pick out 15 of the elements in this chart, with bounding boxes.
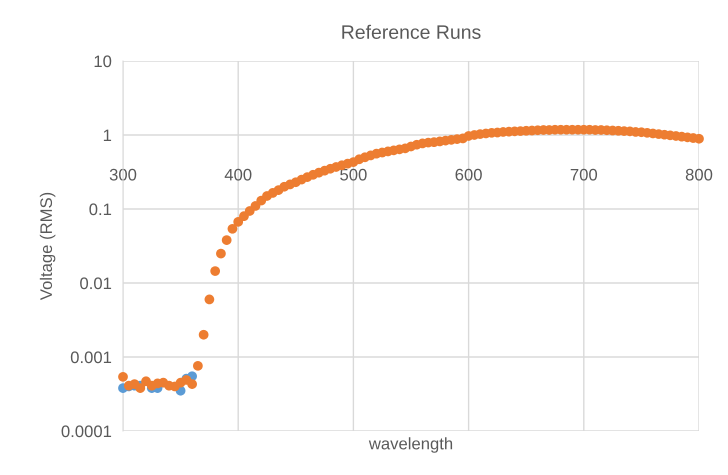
y-tick-label: 10 xyxy=(94,55,112,68)
y-tick-label: 1 xyxy=(104,130,112,142)
chart-title: Reference Runs xyxy=(342,24,481,39)
y-tick-label: 0.1 xyxy=(89,203,112,216)
y-tick-label: 0.0001 xyxy=(62,425,112,438)
x-tick-label: 500 xyxy=(340,168,367,181)
x-tick-label: 300 xyxy=(110,168,136,181)
x-tick-label: 400 xyxy=(224,168,252,181)
x-tick-label: 600 xyxy=(456,168,482,181)
y-axis-title: Voltage (RMS) xyxy=(40,192,56,300)
y-tick-label: 0.01 xyxy=(80,277,112,290)
x-tick-label: 700 xyxy=(570,168,598,181)
x-tick-label: 800 xyxy=(686,168,712,181)
y-tick-label: 0.001 xyxy=(70,351,112,364)
x-axis-title: wavelength xyxy=(368,437,452,453)
